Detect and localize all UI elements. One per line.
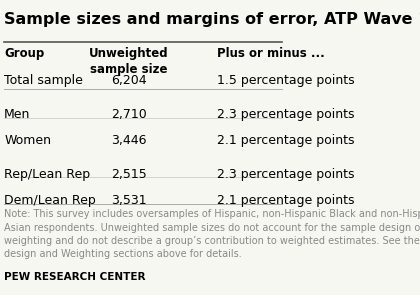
Text: Note: This survey includes oversamples of Hispanic, non-Hispanic Black and non-H: Note: This survey includes oversamples o… [4, 209, 420, 259]
Text: 2,515: 2,515 [111, 168, 147, 181]
Text: Dem/Lean Rep: Dem/Lean Rep [4, 194, 96, 207]
Text: 2.1 percentage points: 2.1 percentage points [217, 194, 354, 207]
Text: Total sample: Total sample [4, 74, 83, 87]
Text: Sample sizes and margins of error, ATP Wave 154: Sample sizes and margins of error, ATP W… [4, 12, 420, 27]
Text: Women: Women [4, 134, 51, 147]
Text: PEW RESEARCH CENTER: PEW RESEARCH CENTER [4, 272, 146, 282]
Text: 2,710: 2,710 [111, 108, 147, 121]
Text: 1.5 percentage points: 1.5 percentage points [217, 74, 355, 87]
Text: 6,204: 6,204 [111, 74, 147, 87]
Text: Group: Group [4, 47, 45, 60]
Text: 3,531: 3,531 [111, 194, 147, 207]
Text: 3,446: 3,446 [111, 134, 147, 147]
Text: 2.1 percentage points: 2.1 percentage points [217, 134, 354, 147]
Text: 2.3 percentage points: 2.3 percentage points [217, 108, 354, 121]
Text: Unweighted
sample size: Unweighted sample size [89, 47, 169, 76]
Text: Men: Men [4, 108, 31, 121]
Text: Plus or minus ...: Plus or minus ... [217, 47, 325, 60]
Text: 2.3 percentage points: 2.3 percentage points [217, 168, 354, 181]
Text: Rep/Lean Rep: Rep/Lean Rep [4, 168, 90, 181]
